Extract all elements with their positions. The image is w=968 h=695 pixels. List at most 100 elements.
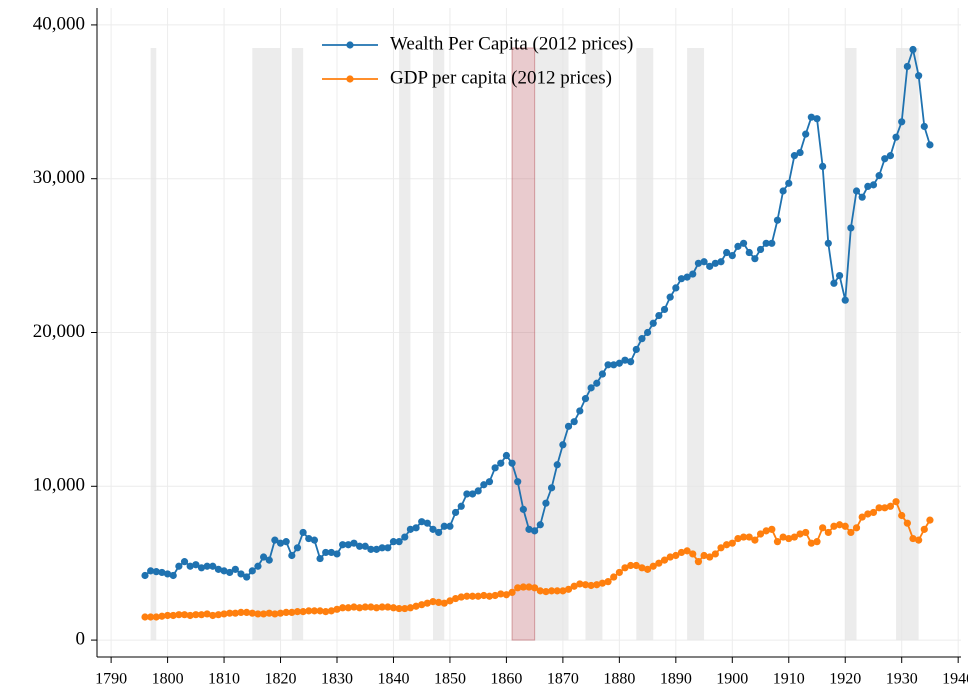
x-tick-label: 1940 [942, 671, 968, 688]
data-point [451, 508, 460, 517]
data-point [468, 592, 477, 600]
data-point [197, 611, 206, 619]
x-tick-label: 1830 [321, 671, 353, 688]
data-point [531, 527, 539, 535]
data-point [339, 541, 347, 549]
data-point [598, 579, 607, 587]
data-point [807, 113, 815, 121]
data-point [440, 522, 448, 530]
data-point [819, 524, 827, 532]
shaded-period [585, 48, 603, 641]
data-point [745, 248, 753, 257]
data-point [739, 533, 748, 541]
data-point [728, 252, 736, 260]
shaded-period [845, 48, 857, 641]
data-point [344, 541, 352, 549]
data-point [463, 490, 471, 498]
data-point [643, 565, 652, 573]
data-point [824, 528, 832, 537]
data-point [508, 459, 516, 467]
data-point [372, 604, 381, 612]
data-point [474, 592, 482, 600]
data-point [322, 608, 330, 616]
data-point [915, 536, 923, 544]
data-point [339, 604, 347, 612]
data-point [389, 538, 398, 546]
data-point [259, 553, 268, 561]
data-point [254, 562, 262, 570]
data-point [220, 567, 228, 575]
data-point [355, 542, 364, 550]
data-point [660, 556, 669, 564]
data-point [525, 525, 533, 533]
x-tick-label: 1800 [152, 671, 184, 688]
data-point [649, 319, 657, 327]
data-point [576, 580, 584, 588]
data-point [762, 527, 770, 535]
data-point [903, 519, 911, 527]
data-point [553, 461, 561, 469]
data-point [706, 262, 714, 270]
data-point [598, 370, 607, 378]
data-point [395, 604, 403, 613]
data-point [649, 562, 657, 570]
data-point [773, 538, 782, 546]
data-point [333, 550, 341, 558]
data-point [293, 544, 302, 552]
data-point [807, 539, 815, 547]
x-tick-label: 1790 [95, 671, 127, 688]
x-tick-label: 1860 [490, 671, 522, 688]
shaded-period [636, 48, 654, 641]
data-point [581, 395, 590, 403]
data-point [180, 611, 189, 619]
data-point [254, 610, 262, 618]
data-point [395, 538, 403, 546]
data-point [638, 335, 646, 343]
data-point [886, 152, 895, 160]
data-point [525, 583, 533, 591]
data-point [412, 602, 420, 610]
data-point [756, 245, 765, 254]
data-point [536, 587, 544, 595]
data-point [519, 505, 527, 513]
data-point [892, 498, 900, 506]
data-point [344, 604, 352, 612]
data-point [305, 534, 313, 543]
data-point [627, 561, 635, 570]
data-point [175, 611, 183, 619]
data-point [316, 554, 324, 563]
data-point [378, 603, 386, 611]
data-point [581, 581, 590, 589]
legend: Wealth Per Capita (2012 prices) GDP per c… [322, 33, 633, 88]
data-point [593, 581, 601, 589]
data-point [864, 182, 872, 190]
data-point [423, 519, 431, 527]
highlight-period [511, 47, 536, 641]
data-point [881, 504, 889, 512]
data-point [243, 608, 251, 617]
x-tick-label: 1840 [377, 671, 409, 688]
data-point [864, 510, 872, 518]
data-point [310, 536, 319, 544]
x-tick-label: 1880 [603, 671, 635, 688]
data-point [819, 162, 827, 171]
shaded-period [252, 48, 281, 641]
data-point [768, 239, 776, 247]
data-point [169, 571, 177, 580]
data-point [226, 609, 234, 617]
data-point [587, 384, 595, 392]
data-point [802, 528, 810, 537]
data-point [542, 588, 550, 596]
data-point [158, 568, 166, 577]
data-point [429, 598, 437, 606]
shaded-period [291, 48, 304, 641]
data-point [214, 565, 223, 573]
data-point [367, 545, 375, 553]
data-point [322, 548, 330, 557]
shaded-period [433, 48, 445, 641]
data-point [683, 273, 691, 281]
data-point [158, 612, 166, 620]
data-point [209, 562, 217, 570]
data-point [621, 564, 629, 572]
data-point [593, 379, 601, 387]
